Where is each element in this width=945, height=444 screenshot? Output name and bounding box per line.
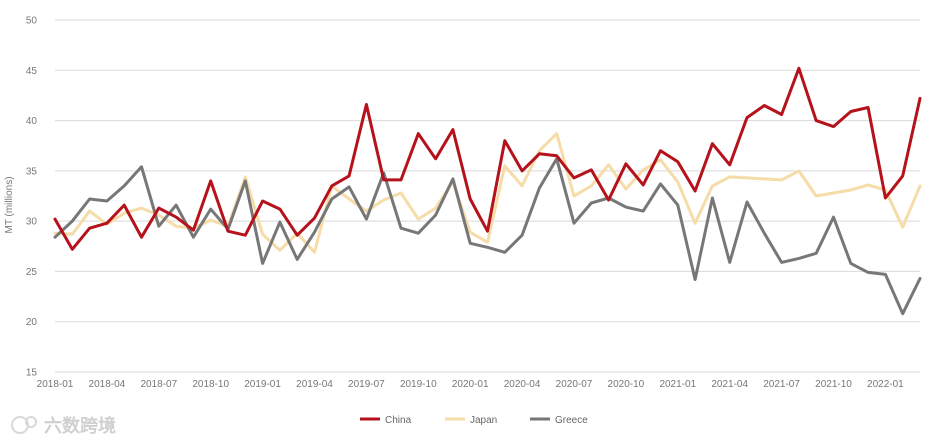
series-line-china <box>53 66 922 251</box>
x-tick-label: 2019-04 <box>296 379 333 390</box>
y-tick-label: 45 <box>26 66 38 77</box>
watermark-text: 六数跨境 <box>44 415 116 436</box>
gridlines <box>55 19 920 373</box>
y-tick-labels: 15 20 25 30 35 40 45 50 <box>26 16 38 379</box>
x-tick-label: 2018-01 <box>37 379 74 390</box>
x-tick-label: 2020-10 <box>608 379 645 390</box>
x-tick-label: 2021-07 <box>763 379 800 390</box>
x-tick-label: 2019-01 <box>244 379 281 390</box>
legend-label-china: China <box>385 415 412 426</box>
y-tick-label: 25 <box>26 267 38 278</box>
y-tick-label: 20 <box>26 317 38 328</box>
series-lines <box>53 66 922 316</box>
y-tick-label: 40 <box>26 116 38 127</box>
x-tick-label: 2021-04 <box>711 379 748 390</box>
y-tick-label: 15 <box>26 368 38 379</box>
watermark: 六数跨境 <box>11 415 116 436</box>
series-line-greece <box>53 157 922 316</box>
x-tick-label: 2020-07 <box>556 379 593 390</box>
x-tick-label: 2019-07 <box>348 379 385 390</box>
x-tick-label: 2018-10 <box>192 379 229 390</box>
x-tick-label: 2020-04 <box>504 379 541 390</box>
legend: China Japan Greece <box>360 415 588 426</box>
x-tick-label: 2020-01 <box>452 379 489 390</box>
logo-mark-icon <box>11 416 37 434</box>
y-tick-label: 50 <box>26 16 38 27</box>
y-tick-label: 30 <box>26 217 38 228</box>
legend-label-greece: Greece <box>555 415 588 426</box>
x-tick-label: 2022-01 <box>867 379 904 390</box>
x-tick-label: 2018-04 <box>89 379 126 390</box>
legend-label-japan: Japan <box>470 415 497 426</box>
x-tick-label: 2021-10 <box>815 379 852 390</box>
x-tick-labels: 2018-01 2018-04 2018-07 2018-10 2019-01 2019-… <box>37 379 905 390</box>
x-tick-label: 2018-07 <box>140 379 177 390</box>
series-line-japan <box>53 132 922 254</box>
y-tick-label: 35 <box>26 166 38 177</box>
x-tick-label: 2021-01 <box>659 379 696 390</box>
y-axis-label: MT (millions) <box>4 176 15 233</box>
x-tick-label: 2019-10 <box>400 379 437 390</box>
